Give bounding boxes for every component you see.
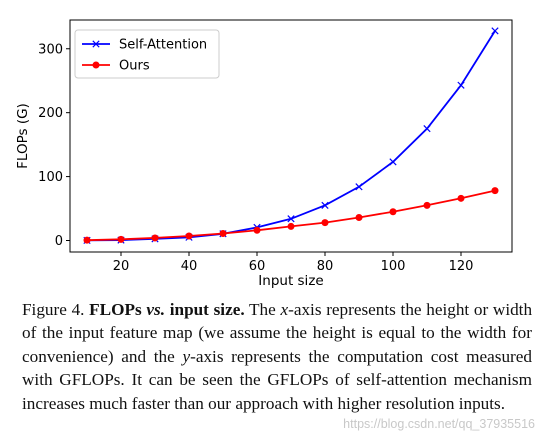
x-tick-label: 20: [113, 259, 130, 274]
caption-text-1: The: [249, 300, 276, 319]
data-point-ours: [219, 229, 227, 237]
x-tick-label: 100: [381, 259, 406, 274]
data-point-self-attention: [355, 183, 363, 191]
data-point-ours: [253, 226, 261, 234]
x-tick-label: 40: [181, 259, 198, 274]
caption-text-3: -axis represents the computation cost me…: [22, 346, 532, 413]
y-tick-label: 0: [55, 234, 63, 249]
data-point-self-attention: [287, 215, 295, 223]
caption-var-x: x: [280, 300, 289, 319]
y-axis-label: FLOPs (G): [15, 103, 31, 169]
data-point-self-attention: [457, 81, 465, 89]
data-point-self-attention: [389, 158, 397, 166]
data-point-self-attention: [491, 27, 499, 35]
x-tick-label: 60: [249, 259, 266, 274]
data-point-self-attention: [423, 125, 431, 133]
data-point-ours: [151, 234, 159, 242]
legend-item-ours: Ours: [82, 59, 150, 74]
caption-title-input-size: input size: [169, 300, 241, 319]
data-point-ours: [287, 222, 295, 230]
legend-label: Self-Attention: [119, 38, 207, 53]
watermark: https://blog.csdn.net/qq_37935516: [343, 417, 535, 431]
caption-text-2: -axis represents the height or width of …: [22, 300, 533, 366]
legend-label: Ours: [119, 59, 150, 74]
flops-chart: 20 40 60 80 100 120 0 100 200 300 Input size FLO…: [15, 19, 513, 289]
x-axis-label: Input size: [258, 273, 323, 289]
series-line-ours: [86, 189, 496, 242]
plot-frame: [69, 19, 513, 253]
caption-title-vs: vs.: [146, 300, 166, 319]
figure-caption: Figure 4. FLOPs vs. input size. The x-ax…: [22, 300, 533, 413]
data-point-ours: [83, 236, 91, 244]
caption-title-flops: FLOPs: [89, 300, 142, 319]
data-point-self-attention: [321, 201, 329, 209]
data-point-ours: [491, 187, 499, 195]
data-point-ours: [355, 213, 363, 221]
legend-item-self-attention: Self-Attention: [82, 38, 207, 53]
y-tick-label: 100: [38, 170, 63, 185]
legend-frame: [74, 29, 220, 79]
data-point-ours: [117, 235, 125, 243]
y-tick-label: 200: [38, 106, 63, 121]
data-point-ours: [457, 194, 465, 202]
data-point-ours: [389, 208, 397, 216]
legend: Self-Attention Ours: [74, 29, 220, 79]
caption-var-y: y: [182, 346, 191, 366]
data-point-ours: [321, 219, 329, 227]
x-tick-label: 120: [449, 259, 474, 274]
caption-fig-label: Figure 4.: [22, 300, 85, 319]
data-point-ours: [423, 201, 431, 209]
data-point-ours: [185, 232, 193, 240]
x-tick-label: 80: [317, 259, 334, 274]
y-tick-label: 300: [38, 42, 63, 57]
